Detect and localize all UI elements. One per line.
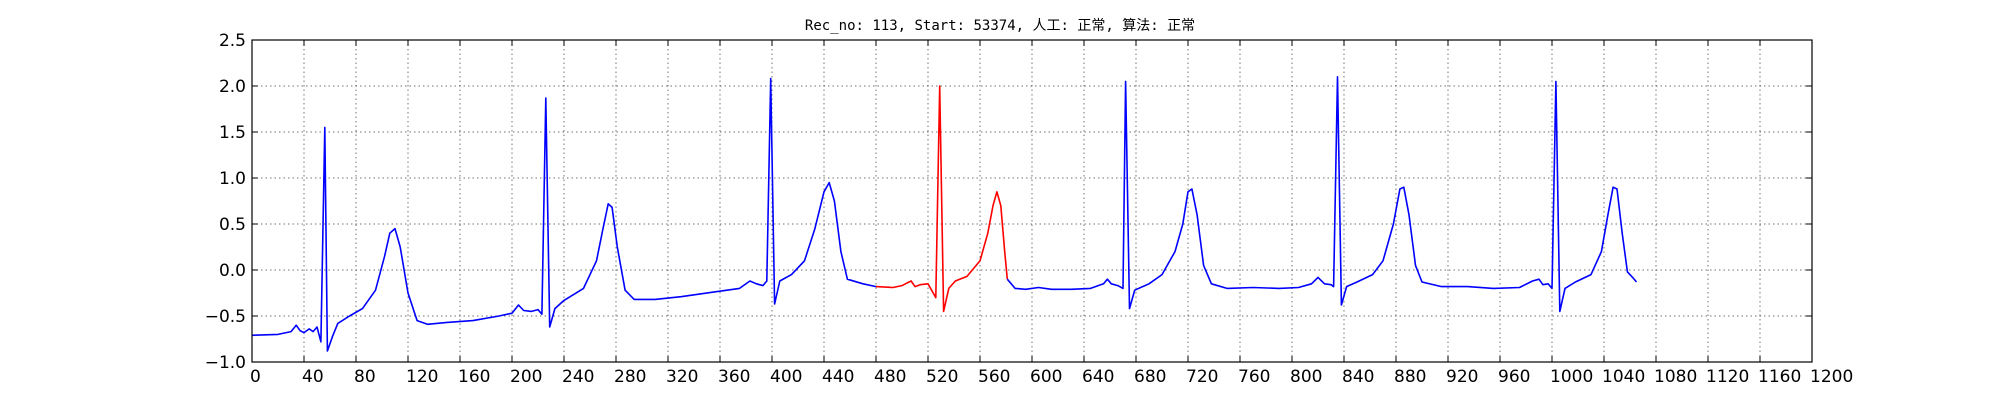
x-tick-label: 40 [302,367,324,387]
x-tick-label: 80 [354,367,376,387]
x-tick-label: 800 [1290,367,1322,387]
x-tick-label: 640 [1082,367,1114,387]
x-tick-label: 1120 [1706,367,1749,387]
x-tick-label: 680 [1134,367,1166,387]
y-axis-ticks: −1.0 −0.5 0.0 0.5 1.0 1.5 2.0 2.5 [205,31,1812,373]
x-tick-label: 320 [666,367,698,387]
grid-lines [251,39,1813,363]
x-tick-label: 160 [458,367,490,387]
x-tick-label: 1000 [1550,367,1593,387]
x-tick-label: 240 [562,367,594,387]
ecg-segment-after [1006,76,1638,313]
x-tick-label: 760 [1238,367,1270,387]
ecg-signal [251,76,1638,352]
x-tick-label: 560 [978,367,1010,387]
x-tick-label: 880 [1394,367,1426,387]
x-axis-ticks: 0 40 80 120 160 200 240 280 320 360 400 440 480 520 56… [250,40,1853,387]
y-tick-label: 1.0 [219,169,246,189]
x-tick-label: 1160 [1758,367,1801,387]
x-tick-label: 200 [510,367,542,387]
chart-title: Rec_no: 113, Start: 53374, 人工: 正常, 算法: 正… [805,18,1195,34]
x-tick-label: 600 [1030,367,1062,387]
y-tick-label: −0.5 [205,307,246,327]
plot-frame [251,39,1813,363]
x-tick-label: 720 [1186,367,1218,387]
x-tick-label: 960 [1498,367,1530,387]
x-tick-label: 920 [1446,367,1478,387]
y-tick-label: −1.0 [205,353,246,373]
x-tick-label: 440 [822,367,854,387]
y-tick-label: 2.5 [219,31,246,51]
y-tick-label: 0.0 [219,261,246,281]
ecg-segment-highlighted [875,85,1009,313]
x-tick-label: 360 [718,367,750,387]
x-tick-label: 0 [250,367,261,387]
y-tick-label: 1.5 [219,123,246,143]
x-tick-label: 1200 [1810,367,1853,387]
x-tick-label: 120 [406,367,438,387]
x-tick-label: 1080 [1654,367,1697,387]
x-tick-label: 280 [614,367,646,387]
x-tick-label: 400 [770,367,802,387]
ecg-segment-before [251,77,877,352]
y-tick-label: 0.5 [219,215,246,235]
x-tick-label: 520 [926,367,958,387]
x-tick-label: 840 [1342,367,1374,387]
x-tick-label: 1040 [1602,367,1645,387]
y-tick-label: 2.0 [219,77,246,97]
x-tick-label: 480 [874,367,906,387]
